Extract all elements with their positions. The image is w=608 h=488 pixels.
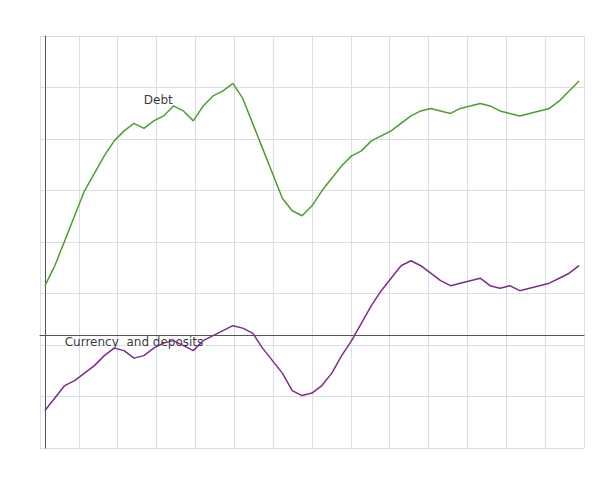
svg-text:Debt: Debt — [144, 93, 173, 107]
svg-text:Currency and deposits: Currency and deposits — [65, 335, 204, 349]
